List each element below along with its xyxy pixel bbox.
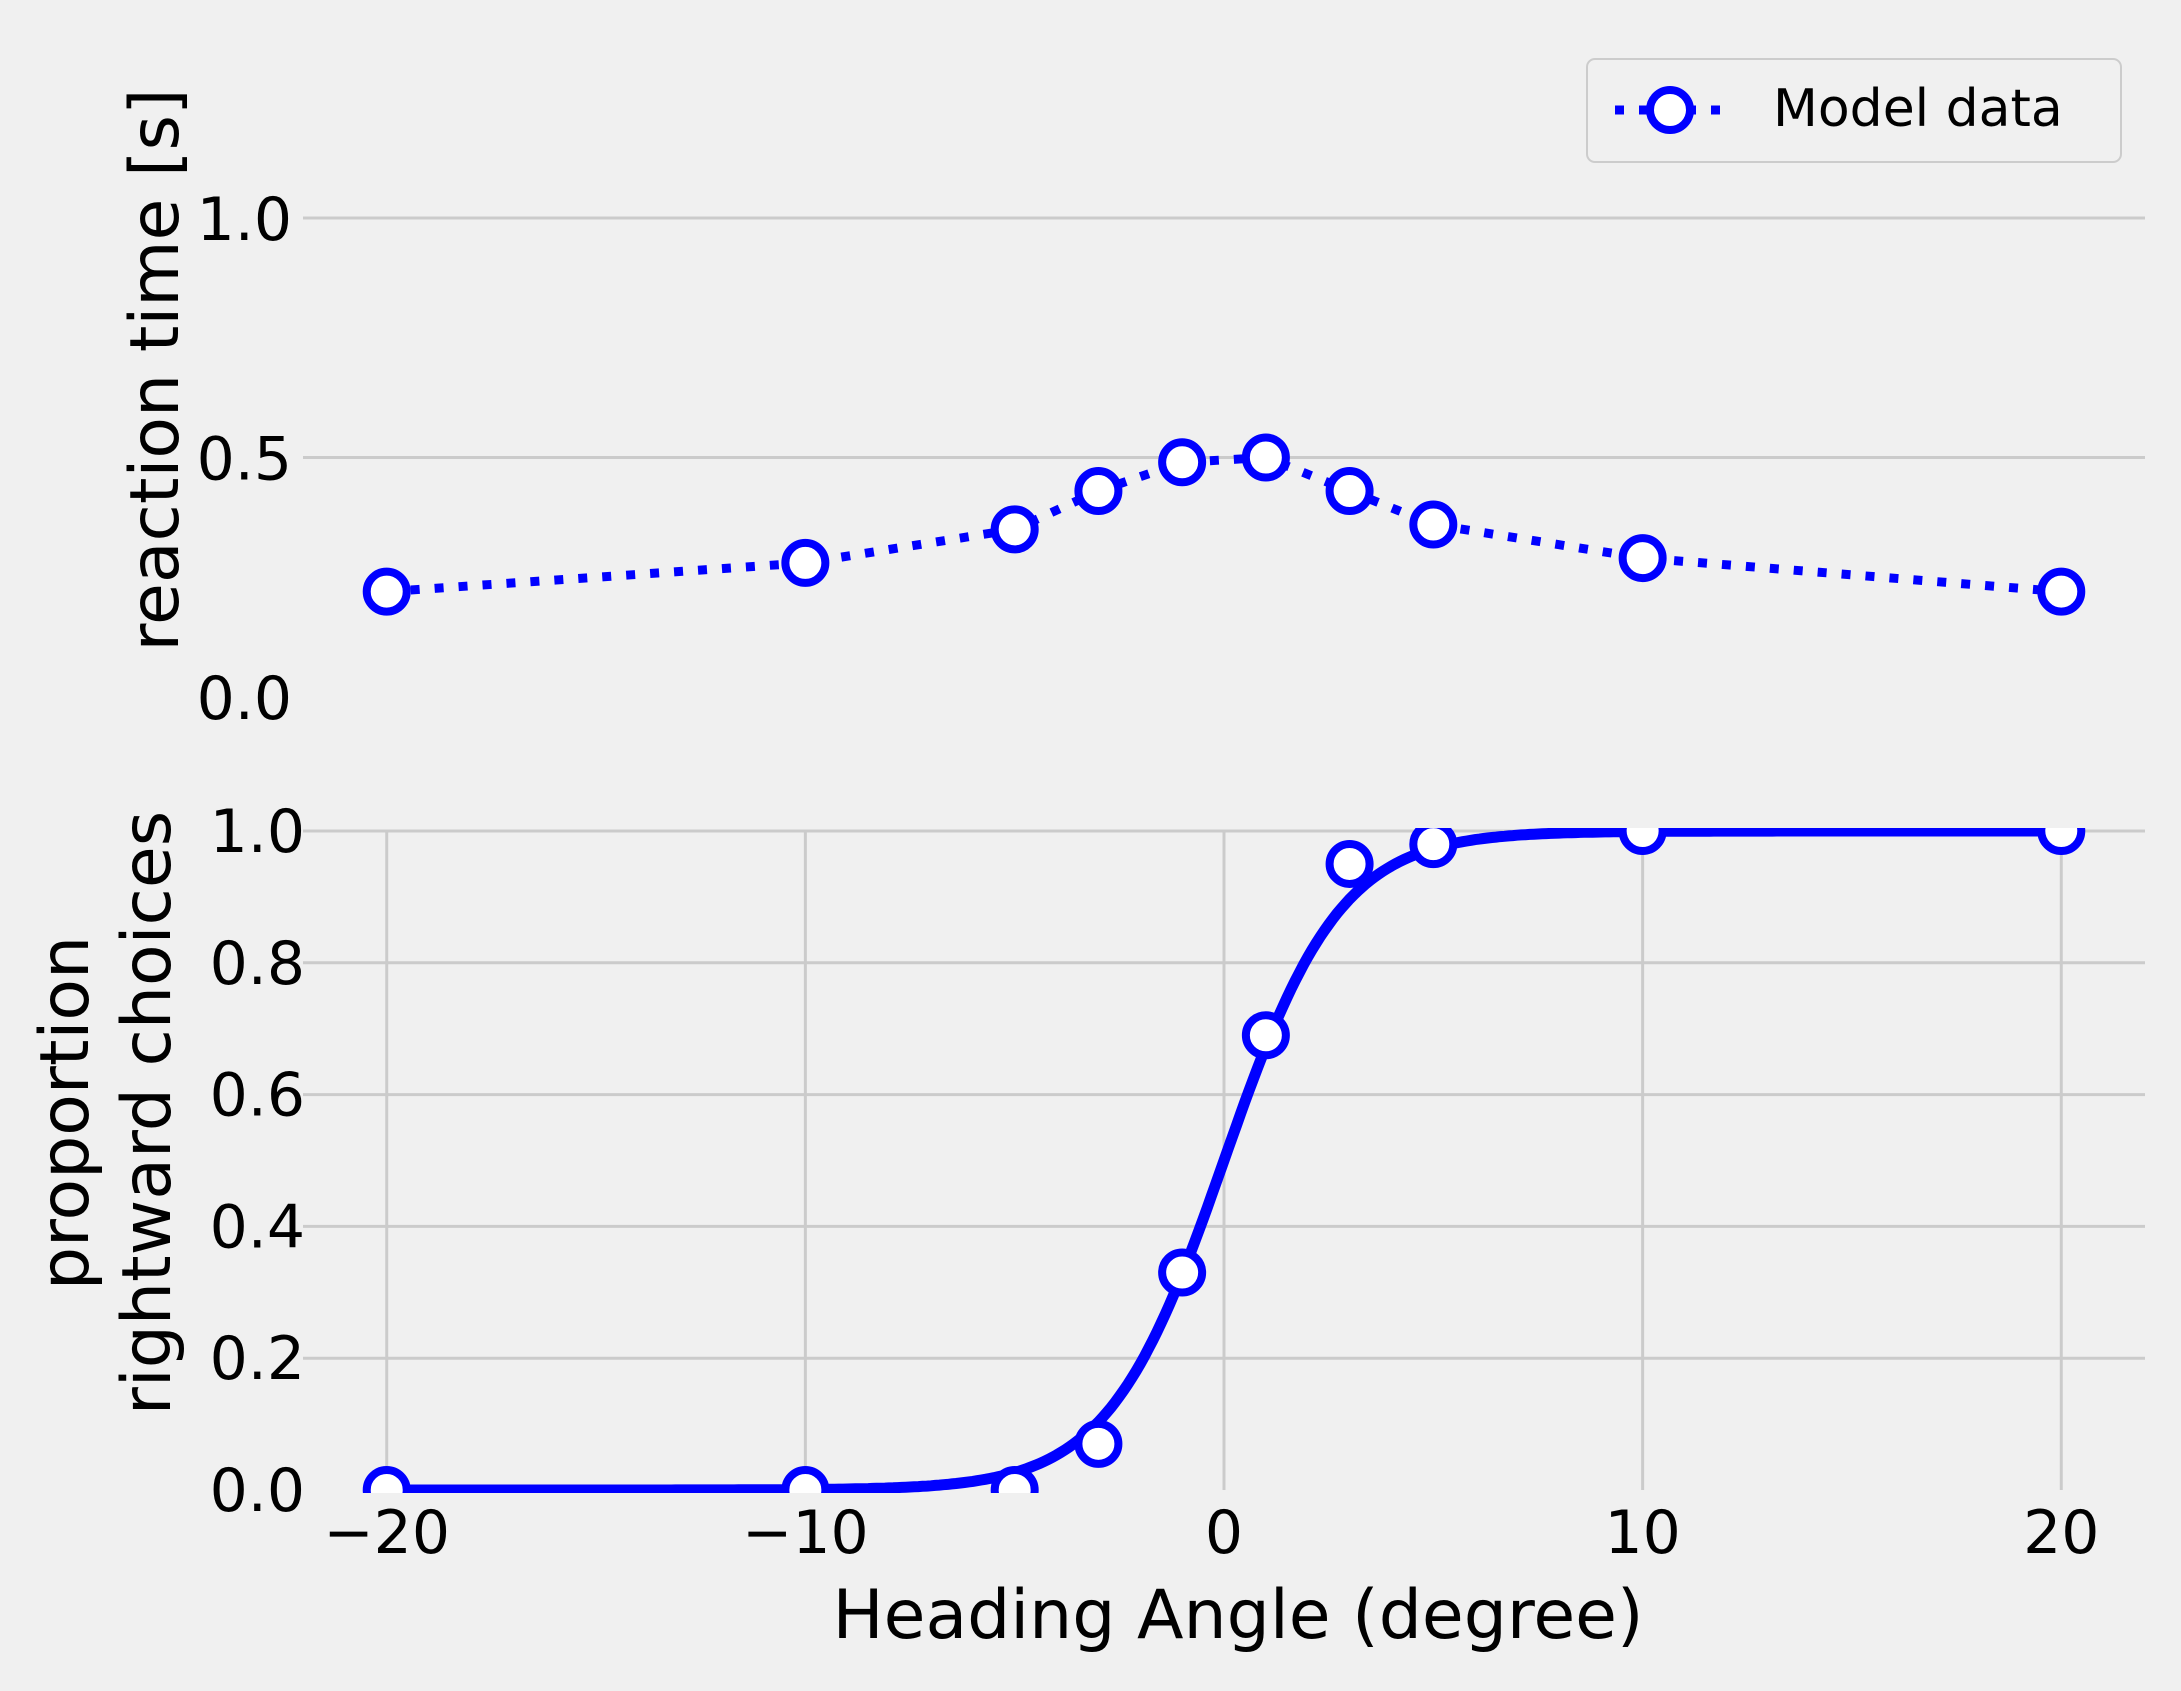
- reaction-time-point: [990, 505, 1039, 554]
- bottom-x-tick-label: 10: [1604, 1498, 1680, 1568]
- legend-frame: [1586, 58, 2122, 163]
- choice-proportion-point: [362, 1466, 411, 1493]
- choice-proportion-point: [1409, 828, 1458, 869]
- choice-proportion-point: [2037, 828, 2086, 855]
- top-y-tick-label: 0.5: [197, 425, 292, 495]
- bottom-y-tick-label: 0.6: [210, 1061, 305, 1131]
- reaction-time-point: [781, 538, 830, 587]
- bottom-y-tick-label: 0.8: [210, 929, 305, 999]
- choice-proportion-point: [1074, 1419, 1123, 1468]
- top-y-tick-label: 1.0: [197, 185, 292, 255]
- psychometric-fit-curve: [381, 828, 2067, 1493]
- reaction-time-point: [1241, 433, 1290, 482]
- bottom-y-tick-label: 0.4: [210, 1192, 305, 1262]
- top-y-tick-labels: 0.0 0.5 1.0: [197, 185, 292, 734]
- choice-proportion-point: [1241, 1011, 1290, 1060]
- reaction-time-point: [362, 567, 411, 616]
- choice-proportion-point: [781, 1466, 830, 1493]
- choice-proportion-point: [1158, 1248, 1207, 1297]
- top-y-axis-label: reaction time [s]: [116, 89, 195, 652]
- reaction-time-series-line: [386, 452, 2062, 597]
- choice-proportion-markers: [362, 828, 2086, 1493]
- reaction-time-point: [1325, 467, 1374, 516]
- legend: Model data: [1586, 58, 2122, 163]
- bottom-x-tick-label: 20: [2023, 1498, 2099, 1568]
- bottom-y-tick-label: 0.0: [210, 1456, 305, 1526]
- reaction-time-point: [1158, 438, 1207, 487]
- reaction-time-panel: 0.0 0.5 1.0 reaction time [s]: [116, 89, 2145, 734]
- legend-label: Model data: [1773, 79, 2063, 139]
- bottom-y-axis-label-line-2: rightward choices: [108, 811, 187, 1415]
- reaction-time-point: [1074, 467, 1123, 516]
- bottom-x-tick-labels: −20 −10 0 10 20: [323, 1498, 2099, 1568]
- bottom-y-tick-label: 0.2: [210, 1324, 305, 1394]
- choice-proportion-panel: 0.0 0.2 0.4 0.6 0.8 1.0 −20 −10 0 10 20 proportio…: [26, 797, 2145, 1655]
- bottom-x-tick-label: −20: [323, 1498, 450, 1568]
- reaction-time-point: [2037, 567, 2086, 616]
- legend-marker: [1646, 86, 1694, 134]
- bottom-y-axis-label-line-1: proportion: [26, 936, 105, 1290]
- reaction-time-point: [1618, 534, 1667, 583]
- reaction-time-markers: [362, 433, 2086, 616]
- top-gridlines: [303, 216, 2145, 459]
- choice-proportion-point: [1618, 828, 1667, 855]
- bottom-y-tick-label: 1.0: [210, 797, 305, 867]
- top-y-tick-label: 0.0: [197, 664, 292, 734]
- choice-proportion-point: [1325, 839, 1374, 888]
- bottom-y-tick-labels: 0.0 0.2 0.4 0.6 0.8 1.0: [210, 797, 305, 1526]
- reaction-time-point: [1409, 500, 1458, 549]
- bottom-x-tick-label: −10: [742, 1498, 869, 1568]
- choice-proportion-point: [990, 1466, 1039, 1493]
- x-axis-label: Heading Angle (degree): [832, 1576, 1643, 1655]
- bottom-x-tick-label: 0: [1205, 1498, 1243, 1568]
